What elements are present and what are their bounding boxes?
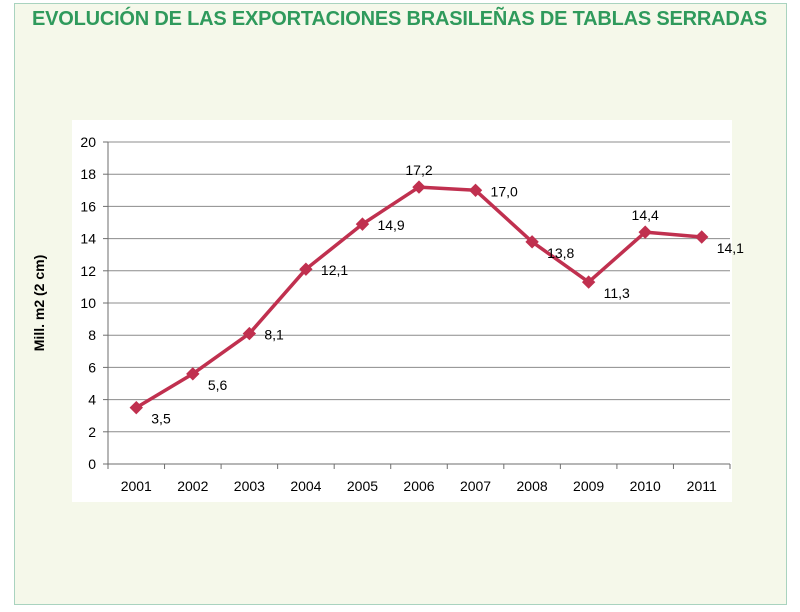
x-tick-label: 2004 <box>290 478 321 494</box>
y-tick-label: 10 <box>80 295 96 311</box>
data-label: 11,3 <box>604 285 630 301</box>
data-label: 13,8 <box>547 245 574 261</box>
x-tick-label: 2003 <box>234 478 265 494</box>
y-axis-label: Mill. m2 (2 cm) <box>31 255 47 351</box>
y-tick-label: 0 <box>88 456 96 472</box>
x-tick-label: 2009 <box>573 478 604 494</box>
data-point-marker <box>468 183 483 198</box>
y-tick-label: 6 <box>88 359 96 375</box>
data-label: 3,5 <box>151 411 171 427</box>
data-point-marker <box>129 400 143 415</box>
data-labels: 3,5 5,6 8,1 12,1 14,9 17,2 17,0 13,8 11,3 14,4 14,… <box>151 162 744 427</box>
data-point-marker <box>638 225 652 239</box>
data-label: 5,6 <box>208 377 228 393</box>
data-label: 8,1 <box>264 327 284 343</box>
data-point-marker <box>695 230 709 244</box>
y-tick-label: 20 <box>80 134 96 150</box>
data-point-marker <box>186 367 200 381</box>
x-tick-label: 2002 <box>177 478 208 494</box>
data-point-marker <box>355 217 370 231</box>
data-label: 17,0 <box>491 183 518 199</box>
x-tick-label: 2006 <box>403 478 434 494</box>
y-tick-label: 12 <box>80 263 96 279</box>
data-point-marker <box>525 235 539 249</box>
x-tick-label: 2001 <box>121 478 152 494</box>
x-tick-label: 2005 <box>347 478 378 494</box>
data-label: 14,1 <box>717 240 744 256</box>
data-label: 17,2 <box>405 162 432 178</box>
chart-title: EVOLUCIÓN DE LAS EXPORTACIONES BRASILEÑA… <box>31 8 768 30</box>
x-tick-label: 2010 <box>630 478 661 494</box>
data-label: 14,9 <box>377 217 404 233</box>
data-point-marker <box>581 275 596 289</box>
y-tick-label: 4 <box>88 392 96 408</box>
data-label: 14,4 <box>632 207 659 223</box>
x-axis <box>107 142 730 465</box>
y-tick-label: 16 <box>80 198 96 214</box>
data-points <box>129 180 709 415</box>
y-tick-label: 14 <box>80 231 96 247</box>
data-point-marker <box>299 262 313 276</box>
y-tick-label: 2 <box>88 424 96 440</box>
data-label: 12,1 <box>321 262 348 278</box>
x-tick-label: 2011 <box>687 478 717 494</box>
x-tick-label: 2007 <box>460 478 491 494</box>
y-tick-label: 8 <box>88 327 96 343</box>
x-tick-label: 2008 <box>517 478 548 494</box>
y-tick-label: 18 <box>80 166 96 182</box>
data-point-marker <box>242 326 257 341</box>
data-point-marker <box>412 180 426 194</box>
y-axis-ticks: 0 2 4 6 8 10 12 14 16 18 20 <box>80 134 108 472</box>
gridlines <box>108 141 730 465</box>
x-axis-ticks: 2001 2002 2003 2004 2005 2006 2007 2008 2009 2010… <box>107 464 731 494</box>
plot-card <box>72 120 732 502</box>
